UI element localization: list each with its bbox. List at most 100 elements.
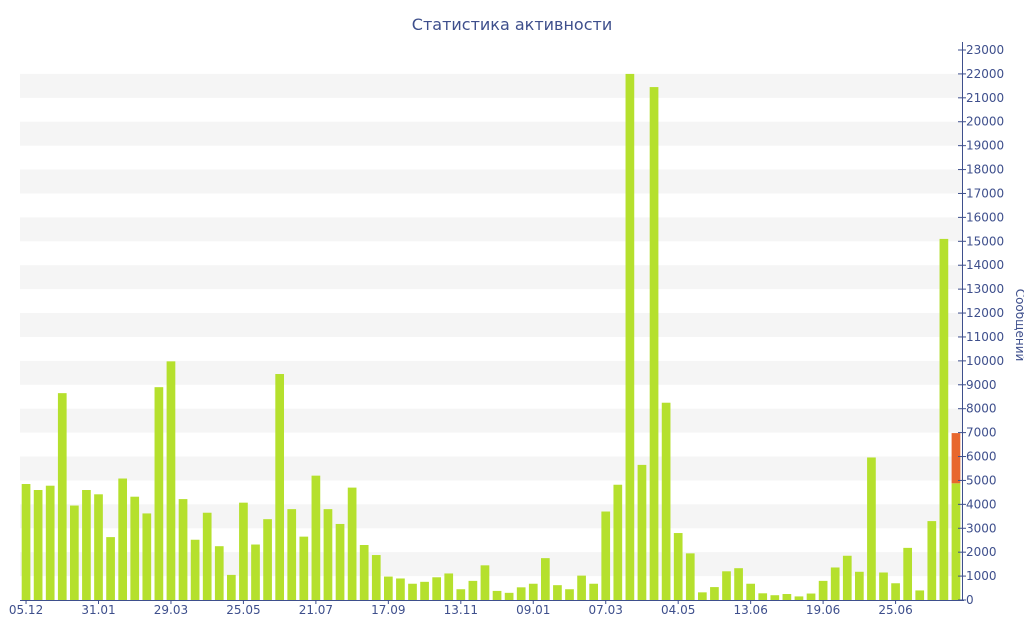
bar [166,361,176,600]
x-tick-label: 31.01 [81,603,115,617]
bar [601,511,611,600]
bar [685,553,695,600]
y-tick-label: 14000 [966,258,1004,272]
x-tick-label: 19.06 [806,603,840,617]
bar [432,577,442,600]
bar [118,478,128,600]
y-tick-label: 20000 [966,115,1004,129]
bar [444,573,454,600]
y-tick-label: 4000 [966,497,997,511]
y-tick-label: 19000 [966,139,1004,153]
y-tick-label: 0 [966,593,974,607]
x-tick-label: 13.06 [733,603,767,617]
bar [891,583,900,600]
bar [21,484,31,600]
bar [384,576,393,600]
bar [842,555,852,600]
bar [33,490,43,600]
bar [782,594,792,600]
bar [794,596,804,600]
x-axis-ticks: 05.12 31.01 29.03 25.05 21.07 17.09 13.11 09.01… [9,600,913,617]
bar [178,499,188,600]
bar [287,509,297,600]
bar [214,546,224,600]
bar [106,537,115,600]
bar [867,457,876,600]
bar [371,555,381,600]
bar [70,505,79,600]
bar [396,578,405,600]
y-tick-label: 15000 [966,234,1004,248]
bar [855,571,864,600]
x-tick-label: 13.11 [444,603,478,617]
grid-band [20,73,962,98]
y-tick-label: 3000 [966,521,997,535]
bar [528,583,538,600]
grid-band [20,313,962,337]
bar [806,593,816,600]
bar [154,387,164,600]
bar [468,580,478,600]
bar [45,485,55,600]
bar [698,592,707,600]
bar [299,536,309,600]
bar [746,583,756,600]
highlight-bar-segment [951,433,961,484]
bar [661,402,671,600]
bar [323,509,333,600]
bar [710,587,719,600]
bar [589,583,599,600]
bar [142,513,152,600]
x-tick-label: 29.03 [154,603,188,617]
bar [275,374,285,600]
bar [722,571,731,600]
bar [770,595,780,600]
bar [915,590,925,600]
bar [94,494,103,600]
y-tick-label: 1000 [966,569,997,583]
y-tick-label: 9000 [966,378,997,392]
grid-band [20,217,962,242]
y-tick-label: 8000 [966,402,997,416]
bar [939,238,949,600]
bar [480,565,490,600]
grid-band [20,169,962,194]
grid-band [20,265,962,290]
bar [420,581,429,600]
bar [565,589,574,600]
y-tick-label: 7000 [966,426,997,440]
y-tick-label: 2000 [966,545,997,559]
y-tick-label: 18000 [966,163,1004,177]
grid-band [20,504,962,529]
x-tick-label: 21.07 [299,603,333,617]
bar [239,502,248,600]
bar [335,523,345,600]
x-tick-label: 04.05 [661,603,695,617]
y-tick-label: 16000 [966,210,1004,224]
y-tick-label: 21000 [966,91,1004,105]
bar [516,587,526,600]
bar [456,589,466,600]
chart-title: Статистика активности [411,15,613,34]
bar [637,464,647,600]
y-tick-label: 17000 [966,186,1004,200]
bar [541,558,550,600]
bar [927,521,937,600]
bar [408,583,417,600]
bar [951,483,961,600]
bar [879,572,888,600]
bar [758,593,768,600]
bar [649,87,659,600]
x-tick-label: 17.09 [371,603,405,617]
bar [190,539,200,600]
bar [227,574,236,600]
bar [359,545,369,600]
grid-bands [20,73,962,577]
x-tick-label: 05.12 [9,603,43,617]
x-tick-label: 07.03 [589,603,623,617]
grid-band [20,360,962,385]
bar [613,484,623,600]
bars [21,73,961,600]
y-tick-label: 13000 [966,282,1004,296]
